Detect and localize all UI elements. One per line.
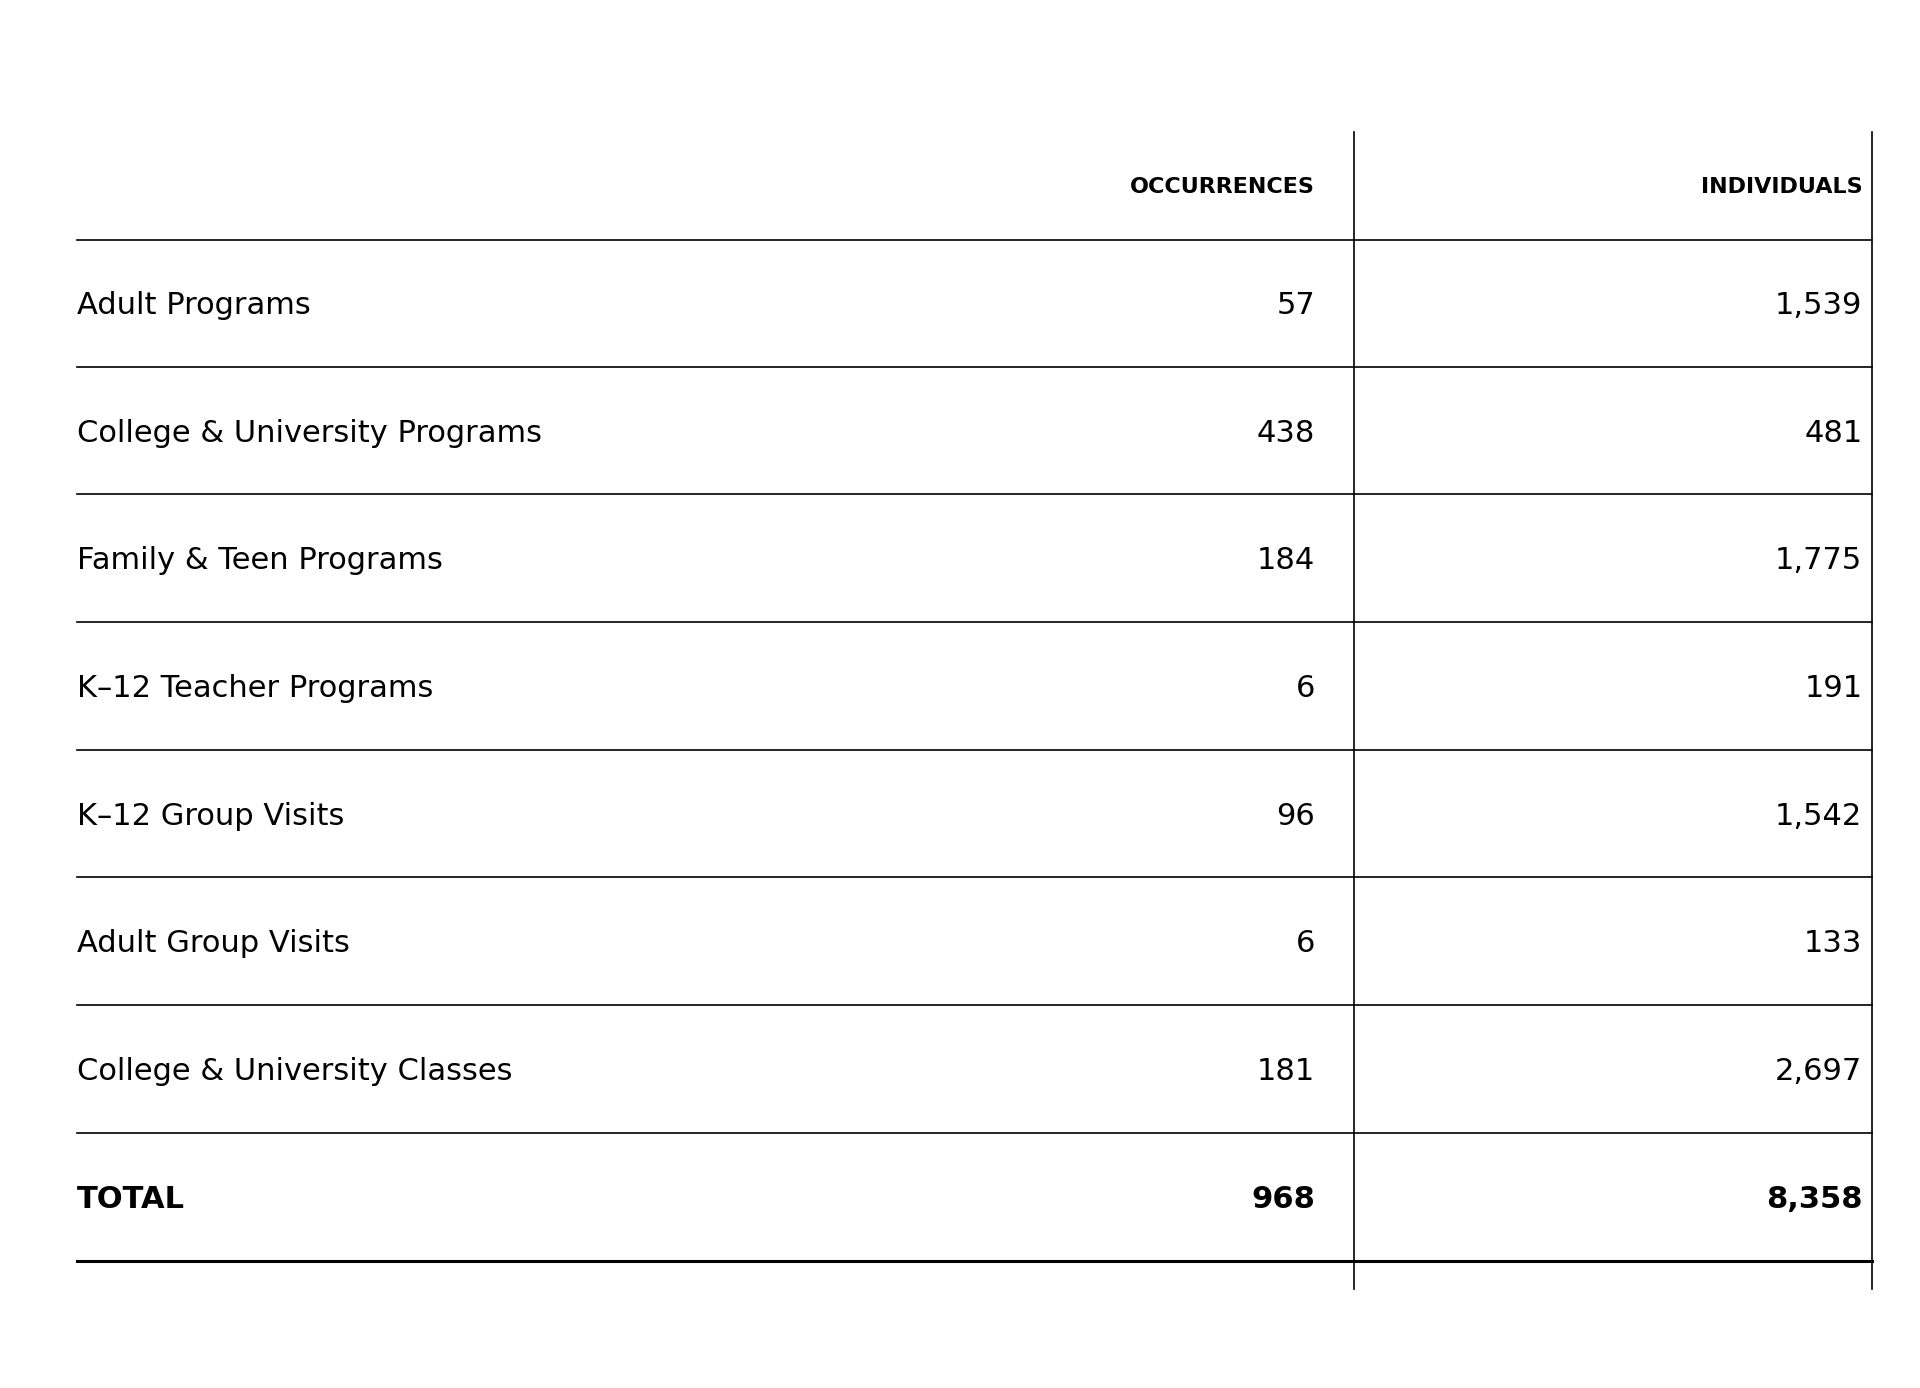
Text: TOTAL: TOTAL <box>77 1185 184 1213</box>
Text: 8,358: 8,358 <box>1766 1185 1862 1213</box>
Text: K–12 Teacher Programs: K–12 Teacher Programs <box>77 675 434 702</box>
Text: Adult Programs: Adult Programs <box>77 291 311 319</box>
Text: 96: 96 <box>1277 802 1315 830</box>
Text: 184: 184 <box>1258 547 1315 575</box>
Text: 1,542: 1,542 <box>1776 802 1862 830</box>
Text: 1,775: 1,775 <box>1776 547 1862 575</box>
Text: 2,697: 2,697 <box>1776 1058 1862 1085</box>
Text: 968: 968 <box>1252 1185 1315 1213</box>
Text: 481: 481 <box>1805 419 1862 447</box>
Text: 57: 57 <box>1277 291 1315 319</box>
Text: Adult Group Visits: Adult Group Visits <box>77 930 349 958</box>
Text: College & University Classes: College & University Classes <box>77 1058 513 1085</box>
Text: INDIVIDUALS: INDIVIDUALS <box>1701 178 1862 197</box>
Text: 181: 181 <box>1258 1058 1315 1085</box>
Text: K–12 Group Visits: K–12 Group Visits <box>77 802 344 830</box>
Text: 1,539: 1,539 <box>1774 291 1862 319</box>
Text: OCCURRENCES: OCCURRENCES <box>1131 178 1315 197</box>
Text: 6: 6 <box>1296 675 1315 702</box>
Text: 6: 6 <box>1296 930 1315 958</box>
Text: 133: 133 <box>1805 930 1862 958</box>
Text: College & University Programs: College & University Programs <box>77 419 541 447</box>
Text: Family & Teen Programs: Family & Teen Programs <box>77 547 444 575</box>
Text: 438: 438 <box>1258 419 1315 447</box>
Text: 191: 191 <box>1805 675 1862 702</box>
